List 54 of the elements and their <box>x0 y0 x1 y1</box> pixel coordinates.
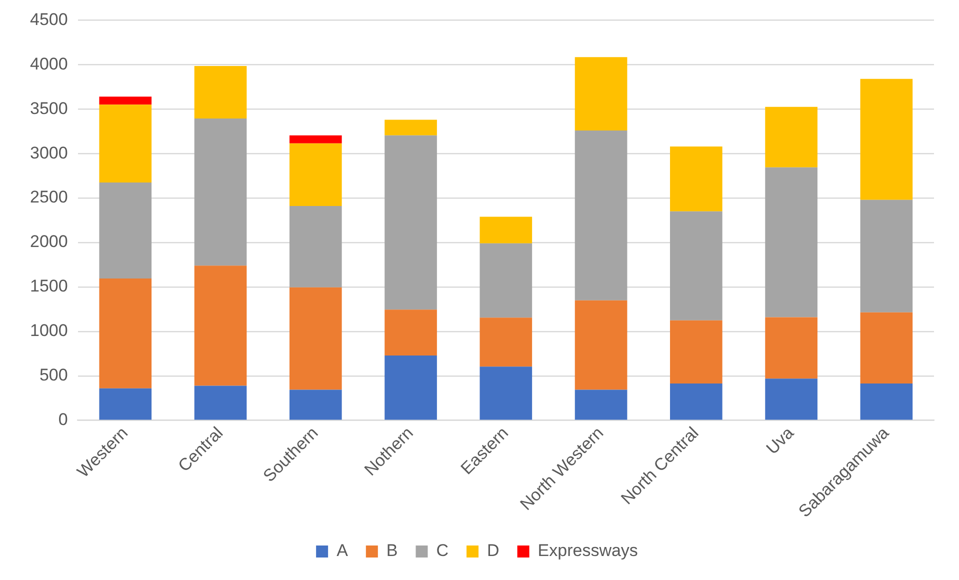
bar <box>480 216 532 244</box>
y-tick-label: 0 <box>58 410 68 430</box>
bar <box>480 243 532 318</box>
bar <box>670 211 722 320</box>
y-tick-label: 3000 <box>30 143 68 162</box>
bar <box>289 390 342 420</box>
bar <box>289 206 342 288</box>
bar <box>99 104 152 182</box>
bar <box>574 300 628 390</box>
x-tick-label: Uva <box>762 422 798 458</box>
bar <box>99 182 152 279</box>
bar <box>289 287 342 390</box>
bar <box>384 135 437 310</box>
bar <box>480 366 532 420</box>
bar <box>574 390 628 420</box>
bar <box>574 130 628 300</box>
legend-label: C <box>436 541 449 560</box>
bar <box>289 135 342 144</box>
bar <box>670 383 722 420</box>
bar <box>574 57 628 130</box>
y-tick-label: 2000 <box>30 232 68 252</box>
bar <box>765 106 818 168</box>
bar <box>860 78 913 200</box>
bar <box>860 312 913 384</box>
bar <box>670 320 722 384</box>
y-tick-label: 1000 <box>30 321 68 340</box>
bar <box>289 143 342 206</box>
bar <box>194 66 247 118</box>
bar <box>765 167 818 318</box>
y-tick-label: 4000 <box>30 54 68 74</box>
y-tick-label: 4500 <box>30 10 68 29</box>
bar <box>384 355 437 420</box>
bar <box>860 383 913 420</box>
bar <box>99 96 152 105</box>
bar <box>765 378 818 420</box>
legend-label: A <box>336 541 349 560</box>
bar <box>384 120 437 136</box>
y-tick-label: 1500 <box>30 276 68 296</box>
bar <box>99 278 152 388</box>
bar <box>765 317 818 379</box>
bar <box>384 310 437 356</box>
y-tick-label: 500 <box>39 366 68 385</box>
bar <box>194 118 247 266</box>
bar <box>194 266 247 386</box>
bar <box>480 318 532 367</box>
bar <box>860 200 913 312</box>
y-tick-label: 2500 <box>30 188 68 207</box>
legend-label: B <box>386 541 398 560</box>
bar <box>670 146 722 212</box>
legend-label: Expressways <box>538 541 638 560</box>
y-tick-label: 3500 <box>30 98 68 118</box>
bar <box>99 388 152 420</box>
legend-label: D <box>487 541 500 560</box>
bar <box>194 386 247 420</box>
